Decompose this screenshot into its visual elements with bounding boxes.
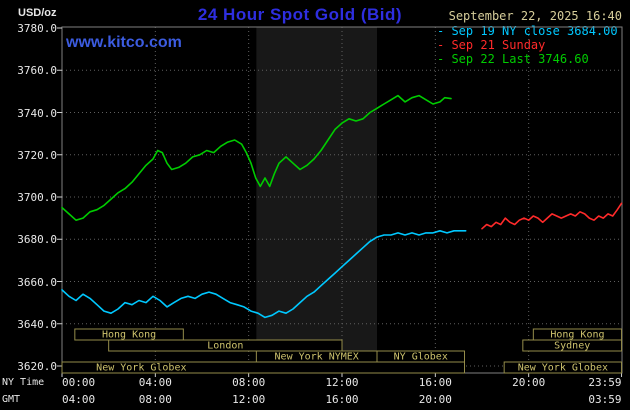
session-label: New York Globex — [518, 363, 608, 374]
y-axis-unit-label: USD/oz — [18, 7, 57, 19]
session-highlight-band — [256, 27, 377, 373]
y-axis-tick-label: 3700.0 — [17, 191, 57, 204]
chart-title: 24 Hour Spot Gold (Bid) — [197, 5, 403, 24]
ny-time-axis-label: NY Time — [2, 377, 45, 388]
session-box — [503, 361, 623, 374]
y-axis-tick-label: 3620.0 — [17, 360, 57, 373]
price-series-line — [61, 230, 467, 319]
x-axis-tick-label-ny: 12:00 — [325, 376, 359, 389]
x-axis-tick-label-ny: 20:00 — [512, 376, 546, 389]
legend-item: - Sep 22 Last 3746.60 — [437, 52, 618, 66]
session-label: Sydney — [554, 341, 590, 352]
x-axis-tick-label-ny: 08:00 — [232, 376, 266, 389]
legend-label: Sep 22 Last 3746.60 — [451, 52, 589, 66]
session-label: New York Globex — [96, 363, 186, 374]
gmt-axis-label: GMT — [2, 394, 21, 405]
session-label: NY Globex — [394, 352, 448, 363]
session-box — [108, 339, 343, 352]
x-axis-tick-label-ny: 04:00 — [138, 376, 172, 389]
x-axis-tick-label-ny: 00:00 — [62, 376, 96, 389]
x-axis-tick-label-ny: 23:59 — [588, 376, 622, 389]
y-axis-tick-label: 3640.0 — [17, 317, 57, 331]
x-axis-tick-label-gmt: 03:59 — [588, 393, 622, 406]
legend-swatch-dash: - — [437, 38, 452, 52]
x-axis-tick-label-gmt: 16:00 — [325, 393, 359, 406]
kitco-watermark-link[interactable]: www.kitco.com — [66, 34, 182, 51]
y-axis-tick-label: 3660.0 — [17, 275, 57, 289]
y-axis-tick-label: 3760.0 — [17, 64, 57, 78]
legend-item: - Sep 21 Sunday — [437, 38, 618, 52]
session-label: New York NYMEX — [275, 352, 359, 363]
session-box — [522, 339, 623, 352]
y-axis-tick-label: 3740.0 — [17, 106, 57, 120]
x-axis-tick-label-gmt: 04:00 — [62, 393, 96, 406]
y-axis-tick-label: 3720.0 — [17, 148, 57, 162]
x-axis-tick-label-ny: 16:00 — [418, 376, 452, 389]
session-box — [61, 361, 465, 374]
legend-swatch-dash: - — [437, 24, 452, 38]
x-axis-tick-label-gmt: 12:00 — [232, 393, 266, 406]
y-axis-tick-label: 3780.0 — [17, 22, 57, 35]
session-label: London — [207, 341, 243, 352]
chart-datetime: September 22, 2025 16:40 — [448, 9, 622, 23]
price-series-line — [61, 94, 452, 221]
price-series-line — [481, 202, 623, 230]
legend-label: Sep 21 Sunday — [451, 38, 546, 52]
session-label: Hong Kong — [550, 330, 604, 341]
session-label: Hong Kong — [102, 330, 156, 341]
x-axis-tick-label-gmt: 08:00 — [138, 393, 172, 406]
y-axis-tick-label: 3680.0 — [17, 233, 57, 247]
legend-swatch-dash: - — [437, 52, 452, 66]
x-axis-tick-label-gmt: 20:00 — [418, 393, 452, 406]
